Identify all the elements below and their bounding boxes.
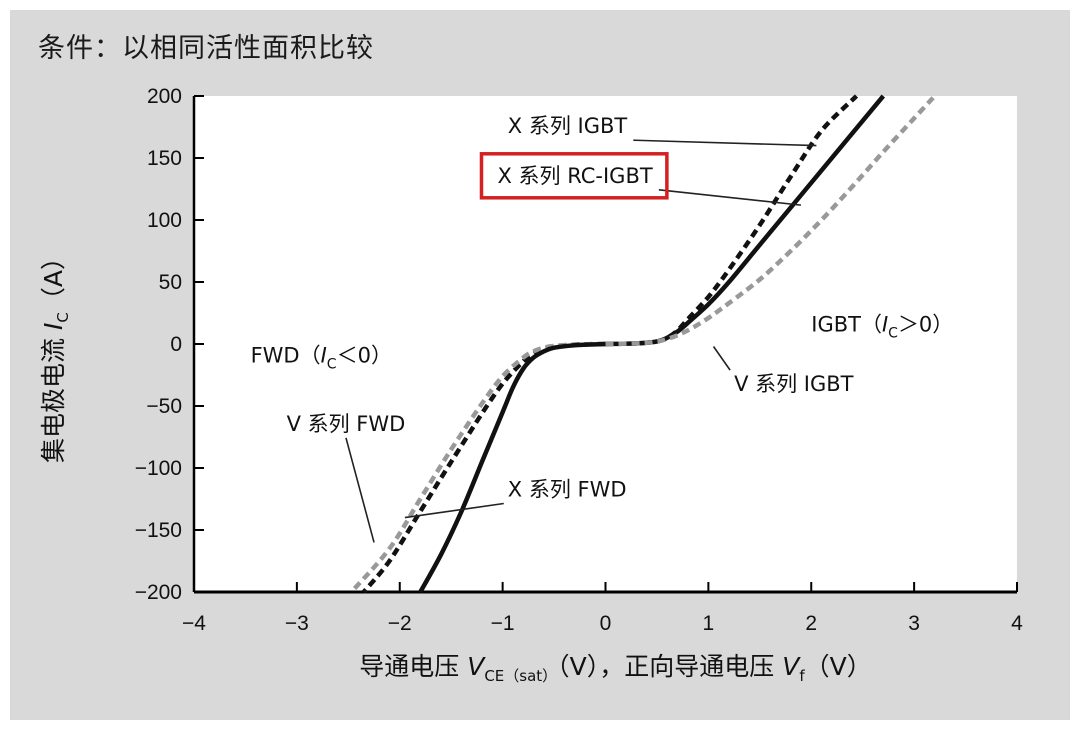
series-line-2: [605, 94, 937, 347]
x-tick-label: −3: [285, 612, 309, 635]
annotation-label: X 系列 FWD: [508, 478, 627, 502]
annotation-label: V 系列 FWD: [287, 412, 406, 436]
chart-axes: 200 150 100 50 0 −50 −100 −150 −200−4 −3 −2 −1 0 1 2 3 4: [135, 85, 1023, 635]
x-tick-label: 4: [1011, 612, 1023, 635]
annotation-leader: [712, 346, 731, 371]
annotation-label: V 系列 IGBT: [734, 372, 854, 396]
x-tick-label: 0: [600, 612, 612, 635]
series-line-5: [418, 341, 606, 594]
x-axis-label: 导通电压 VCE（sat）（V），正向导通电压 Vf（V）: [359, 652, 871, 685]
y-tick-label: 200: [147, 85, 182, 108]
y-tick-label: 150: [147, 147, 182, 170]
annotation-leader: [345, 437, 375, 543]
series-line-1: [605, 94, 886, 347]
series-line-0: [605, 94, 859, 347]
y-tick-label: 0: [170, 333, 182, 356]
chart-title: 条件：以相同活性面积比较: [38, 33, 374, 64]
annotation-label: X 系列 RC-IGBT: [497, 164, 652, 188]
region-label: IGBT（IC＞0）: [811, 313, 953, 342]
y-tick-label: 50: [159, 271, 182, 294]
y-tick-label: 100: [147, 209, 182, 232]
axis-labels: 导通电压 VCE（sat）（V），正向导通电压 Vf（V） 集电极电流 IC（A）: [39, 245, 872, 685]
chart-annotations: X 系列 IGBT X 系列 RC-IGBT V 系列 IGBT X 系列 FWD V …: [251, 114, 953, 543]
series-line-4: [349, 341, 606, 594]
x-tick-label: 2: [805, 612, 817, 635]
y-tick-label: −100: [135, 457, 182, 480]
annotation-leader: [404, 502, 504, 519]
annotation-leader: [633, 139, 817, 147]
y-tick-label: −150: [135, 519, 182, 542]
y-axis-label: 集电极电流 IC（A）: [39, 245, 72, 463]
annotation-label: X 系列 IGBT: [508, 114, 628, 138]
x-tick-label: −2: [388, 612, 412, 635]
annotation-leader: [658, 189, 802, 206]
x-tick-label: −1: [491, 612, 515, 635]
x-tick-label: 3: [908, 612, 920, 635]
highlight-box: [479, 152, 669, 200]
x-tick-label: 1: [703, 612, 715, 635]
region-label: FWD（IC＜0）: [251, 344, 392, 373]
x-tick-label: −4: [182, 612, 206, 635]
y-tick-label: −50: [146, 395, 182, 418]
y-tick-label: −200: [135, 581, 182, 604]
